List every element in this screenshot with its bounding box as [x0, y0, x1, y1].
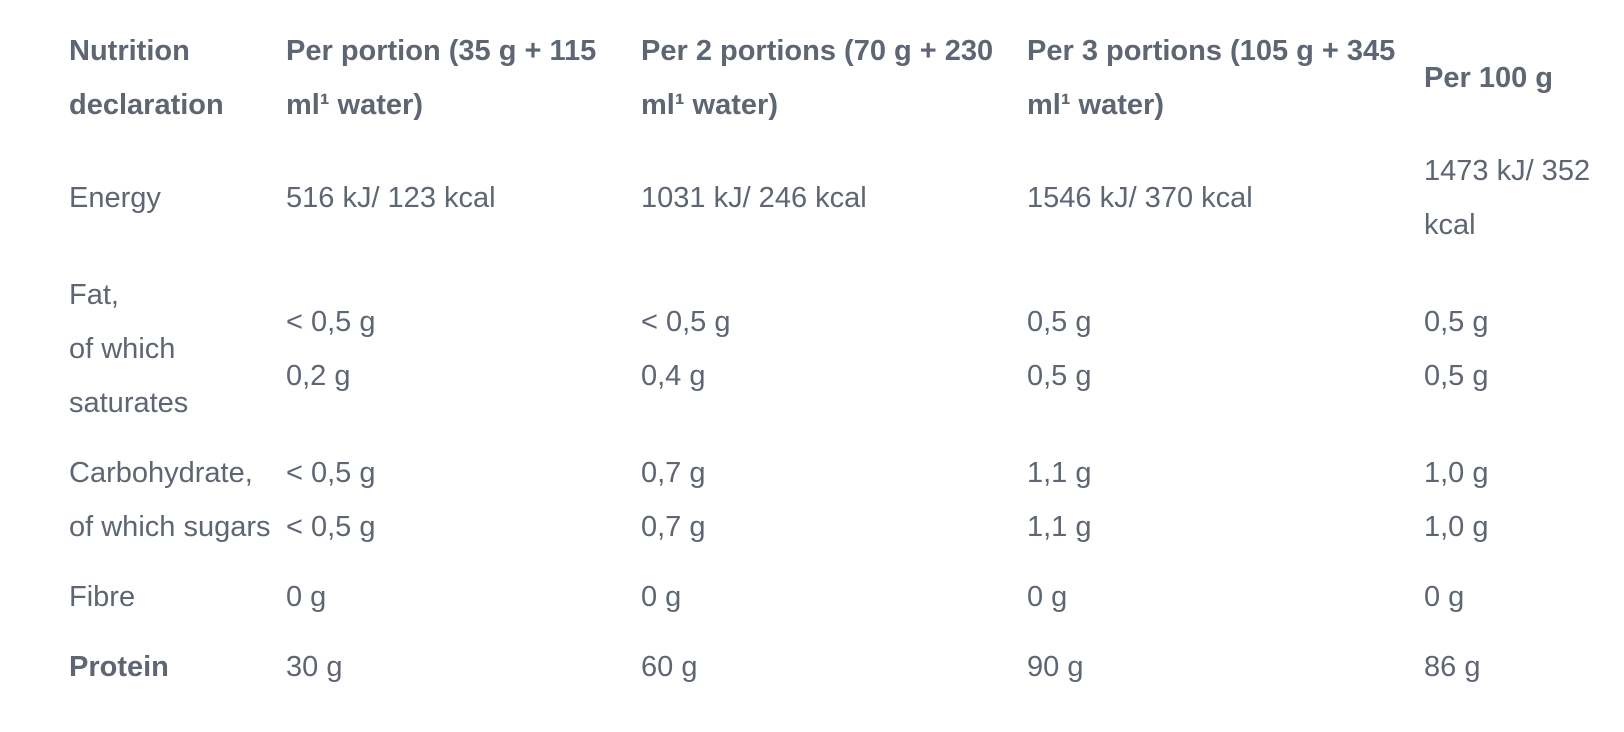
cell-line: Energy	[69, 182, 161, 214]
cell-line: 0,2 g	[286, 360, 351, 392]
value-cell: 1,0 g 1,0 g	[1424, 438, 1609, 562]
table-row: Fibre 0 g 0 g 0 g 0 g	[69, 562, 1609, 632]
cell-line: 0 g	[1027, 581, 1068, 613]
cell-line: 1473 kJ/ 352 kcal	[1424, 155, 1591, 241]
cell-line: Fibre	[69, 581, 136, 613]
table-row: Energy 516 kJ/ 123 kcal 1031 kJ/ 246 kcal 1…	[69, 136, 1609, 260]
cell-line: 0,7 g	[641, 511, 706, 543]
cell-line: < 0,5 g	[641, 306, 731, 338]
cell-line: 0,4 g	[641, 360, 706, 392]
cell-line: 1,0 g	[1424, 511, 1489, 543]
cell-line: 0,5 g	[1424, 360, 1489, 392]
row-label: Energy	[69, 136, 286, 260]
table-row: Fat, of which saturates < 0,5 g 0,2 g < 0,5 …	[69, 260, 1609, 438]
value-cell: 0 g	[1027, 562, 1424, 632]
value-cell: 0,7 g 0,7 g	[641, 438, 1027, 562]
value-cell: 1473 kJ/ 352 kcal	[1424, 136, 1609, 260]
value-cell: 0,5 g 0,5 g	[1424, 260, 1609, 438]
value-cell: 0 g	[641, 562, 1027, 632]
row-label: Protein	[69, 632, 286, 702]
cell-line: Fat,	[69, 279, 119, 311]
cell-line: 1031 kJ/ 246 kcal	[641, 182, 867, 214]
header-cell: Per portion (35 g + 115 ml¹ water)	[286, 35, 597, 121]
header-row: Nutrition declaration Per portion (35 g +…	[69, 20, 1609, 136]
value-cell: < 0,5 g 0,4 g	[641, 260, 1027, 438]
cell-line: 1546 kJ/ 370 kcal	[1027, 182, 1253, 214]
cell-line: Protein	[69, 651, 169, 683]
table-row: Protein 30 g 60 g 90 g 86 g	[69, 632, 1609, 702]
cell-line: < 0,5 g	[286, 511, 376, 543]
cell-line: 0,5 g	[1424, 306, 1489, 338]
value-cell: < 0,5 g 0,2 g	[286, 260, 641, 438]
header-cell: Per 3 portions (105 g + 345 ml¹ water)	[1027, 35, 1396, 121]
cell-line: Carbohydrate,	[69, 457, 253, 489]
cell-line: 1,1 g	[1027, 511, 1092, 543]
header-cell: Per 2 portions (70 g + 230 ml¹ water)	[641, 35, 994, 121]
cell-line: 86 g	[1424, 651, 1481, 683]
value-cell: 86 g	[1424, 632, 1609, 702]
cell-line: of which saturates	[69, 333, 189, 419]
value-cell: < 0,5 g < 0,5 g	[286, 438, 641, 562]
value-cell: 30 g	[286, 632, 641, 702]
table-body: Energy 516 kJ/ 123 kcal 1031 kJ/ 246 kcal 1…	[69, 136, 1609, 702]
cell-line: 90 g	[1027, 651, 1084, 683]
cell-line: 0 g	[641, 581, 682, 613]
value-cell: 1,1 g 1,1 g	[1027, 438, 1424, 562]
cell-line: 1,0 g	[1424, 457, 1489, 489]
cell-line: 0,7 g	[641, 457, 706, 489]
row-label: Fat, of which saturates	[69, 260, 286, 438]
value-cell: 0,5 g 0,5 g	[1027, 260, 1424, 438]
cell-line: 0,5 g	[1027, 306, 1092, 338]
cell-line: < 0,5 g	[286, 306, 376, 338]
table-row: Carbohydrate, of which sugars < 0,5 g < 0,5…	[69, 438, 1609, 562]
header-cell: Nutrition declaration	[69, 35, 224, 121]
row-label: Carbohydrate, of which sugars	[69, 438, 286, 562]
value-cell: 60 g	[641, 632, 1027, 702]
value-cell: 1546 kJ/ 370 kcal	[1027, 136, 1424, 260]
header-cell: Per 100 g	[1424, 62, 1553, 94]
value-cell: 0 g	[286, 562, 641, 632]
cell-line: 1,1 g	[1027, 457, 1092, 489]
value-cell: 1031 kJ/ 246 kcal	[641, 136, 1027, 260]
cell-line: 0 g	[286, 581, 327, 613]
table-header: Nutrition declaration Per portion (35 g +…	[69, 20, 1609, 136]
value-cell: 516 kJ/ 123 kcal	[286, 136, 641, 260]
cell-line: 516 kJ/ 123 kcal	[286, 182, 496, 214]
cell-line: of which sugars	[69, 511, 271, 543]
nutrition-table: Nutrition declaration Per portion (35 g +…	[69, 20, 1609, 702]
value-cell: 0 g	[1424, 562, 1609, 632]
value-cell: 90 g	[1027, 632, 1424, 702]
cell-line: < 0,5 g	[286, 457, 376, 489]
row-label: Fibre	[69, 562, 286, 632]
cell-line: 60 g	[641, 651, 698, 683]
cell-line: 0,5 g	[1027, 360, 1092, 392]
cell-line: 30 g	[286, 651, 343, 683]
cell-line: 0 g	[1424, 581, 1465, 613]
